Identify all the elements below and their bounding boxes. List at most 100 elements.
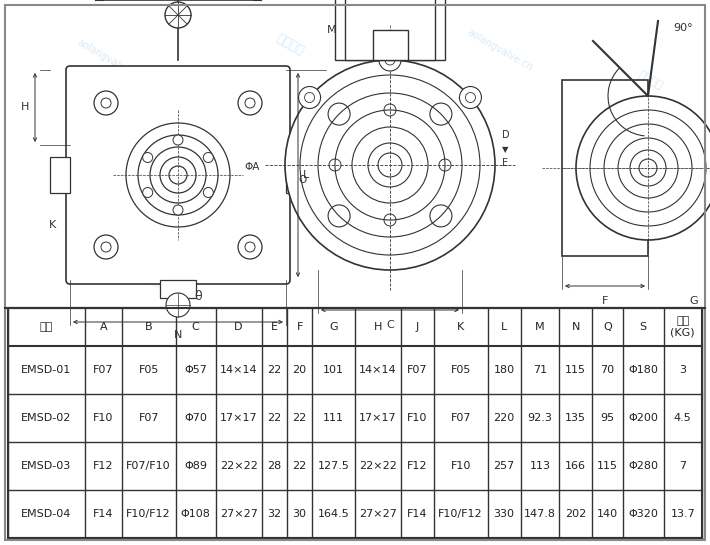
Text: Φ320: Φ320 bbox=[628, 509, 658, 519]
Text: 14×14: 14×14 bbox=[220, 365, 258, 375]
Circle shape bbox=[245, 98, 255, 108]
Text: 164.5: 164.5 bbox=[317, 509, 349, 519]
Text: H: H bbox=[373, 322, 382, 332]
Circle shape bbox=[101, 242, 111, 252]
Text: C: C bbox=[192, 322, 200, 332]
Text: O: O bbox=[298, 175, 306, 185]
Text: 140: 140 bbox=[597, 509, 618, 519]
Text: 166: 166 bbox=[565, 461, 586, 471]
Bar bbox=[286, 157, 306, 193]
Text: 90°: 90° bbox=[673, 23, 693, 33]
Circle shape bbox=[173, 205, 183, 215]
Text: Φ57: Φ57 bbox=[184, 365, 207, 375]
Circle shape bbox=[299, 87, 321, 108]
Text: N: N bbox=[174, 330, 182, 340]
Text: Φ200: Φ200 bbox=[628, 413, 658, 423]
Text: aolangvalve.cn: aolangvalve.cn bbox=[75, 37, 145, 83]
Text: 30: 30 bbox=[293, 509, 307, 519]
FancyBboxPatch shape bbox=[66, 66, 290, 284]
Text: F07: F07 bbox=[407, 365, 427, 375]
Text: L: L bbox=[501, 322, 507, 332]
Text: Φ108: Φ108 bbox=[180, 509, 210, 519]
Text: 127.5: 127.5 bbox=[317, 461, 349, 471]
Text: 32: 32 bbox=[267, 509, 281, 519]
Text: aolangvalve.cn: aolangvalve.cn bbox=[466, 27, 535, 73]
Text: 傲浪自控: 傲浪自控 bbox=[274, 32, 306, 58]
Text: 115: 115 bbox=[565, 365, 586, 375]
Text: 220: 220 bbox=[493, 413, 515, 423]
Text: ΦA: ΦA bbox=[245, 162, 260, 172]
Text: M: M bbox=[535, 322, 545, 332]
Text: Φ280: Φ280 bbox=[628, 461, 658, 471]
Text: F14: F14 bbox=[93, 509, 114, 519]
Text: 傲浪自控: 傲浪自控 bbox=[406, 229, 434, 251]
Text: F10: F10 bbox=[450, 461, 471, 471]
Circle shape bbox=[173, 135, 183, 145]
Circle shape bbox=[165, 2, 191, 28]
Circle shape bbox=[385, 55, 395, 65]
Text: 92.3: 92.3 bbox=[528, 413, 552, 423]
Text: F12: F12 bbox=[93, 461, 114, 471]
Text: E: E bbox=[271, 322, 278, 332]
Text: 22×22: 22×22 bbox=[219, 461, 258, 471]
Bar bbox=[335, 0, 445, 60]
Text: 115: 115 bbox=[597, 461, 618, 471]
Circle shape bbox=[238, 91, 262, 115]
Text: C: C bbox=[386, 320, 394, 330]
Circle shape bbox=[101, 98, 111, 108]
Text: Φ89: Φ89 bbox=[184, 461, 207, 471]
Text: A: A bbox=[99, 322, 107, 332]
Text: 101: 101 bbox=[323, 365, 344, 375]
Text: θ: θ bbox=[195, 290, 202, 303]
Text: 型號: 型號 bbox=[40, 322, 53, 332]
Text: aolangvalve.cn: aolangvalve.cn bbox=[565, 187, 635, 233]
Text: EMSD-01: EMSD-01 bbox=[21, 365, 72, 375]
Text: EMSD-03: EMSD-03 bbox=[21, 461, 72, 471]
Text: 330: 330 bbox=[493, 509, 515, 519]
Text: 傲浪自控: 傲浪自控 bbox=[636, 69, 664, 91]
Text: J: J bbox=[415, 322, 419, 332]
Bar bbox=[50, 157, 70, 193]
Text: 13.7: 13.7 bbox=[670, 509, 695, 519]
Circle shape bbox=[94, 235, 118, 259]
Text: 22: 22 bbox=[293, 413, 307, 423]
Text: 7: 7 bbox=[679, 461, 687, 471]
Text: S: S bbox=[640, 322, 647, 332]
Circle shape bbox=[305, 93, 315, 102]
Text: F14: F14 bbox=[407, 509, 427, 519]
Circle shape bbox=[143, 153, 153, 162]
Text: 20: 20 bbox=[293, 365, 307, 375]
Text: 17×17: 17×17 bbox=[220, 413, 258, 423]
Text: N: N bbox=[572, 322, 580, 332]
Text: F07: F07 bbox=[138, 413, 159, 423]
Text: F07: F07 bbox=[450, 413, 471, 423]
Text: 113: 113 bbox=[530, 461, 550, 471]
Text: 27×27: 27×27 bbox=[219, 509, 258, 519]
Text: Q: Q bbox=[603, 322, 612, 332]
Text: 71: 71 bbox=[532, 365, 547, 375]
Bar bbox=[160, 280, 196, 298]
Text: aolangvalve.cn: aolangvalve.cn bbox=[618, 349, 682, 391]
Text: L: L bbox=[303, 170, 310, 180]
Text: 28: 28 bbox=[267, 461, 281, 471]
Text: F05: F05 bbox=[450, 365, 471, 375]
Bar bbox=[8, 308, 702, 538]
Text: 22: 22 bbox=[267, 413, 281, 423]
Text: EMSD-02: EMSD-02 bbox=[21, 413, 72, 423]
Text: G: G bbox=[689, 296, 699, 306]
Bar bbox=[373, 30, 408, 60]
Text: F05: F05 bbox=[138, 365, 159, 375]
Text: 3: 3 bbox=[679, 365, 687, 375]
Text: 重量
(KG): 重量 (KG) bbox=[670, 316, 695, 338]
Text: E: E bbox=[502, 158, 508, 168]
Text: F07/F10: F07/F10 bbox=[126, 461, 171, 471]
Circle shape bbox=[576, 96, 710, 240]
Text: F: F bbox=[297, 322, 303, 332]
Text: Φ70: Φ70 bbox=[184, 413, 207, 423]
Text: B: B bbox=[145, 322, 153, 332]
Bar bbox=[345, 0, 435, 60]
Text: 14×14: 14×14 bbox=[359, 365, 396, 375]
Text: 70: 70 bbox=[601, 365, 615, 375]
Text: G: G bbox=[329, 322, 338, 332]
Text: H: H bbox=[21, 102, 29, 112]
